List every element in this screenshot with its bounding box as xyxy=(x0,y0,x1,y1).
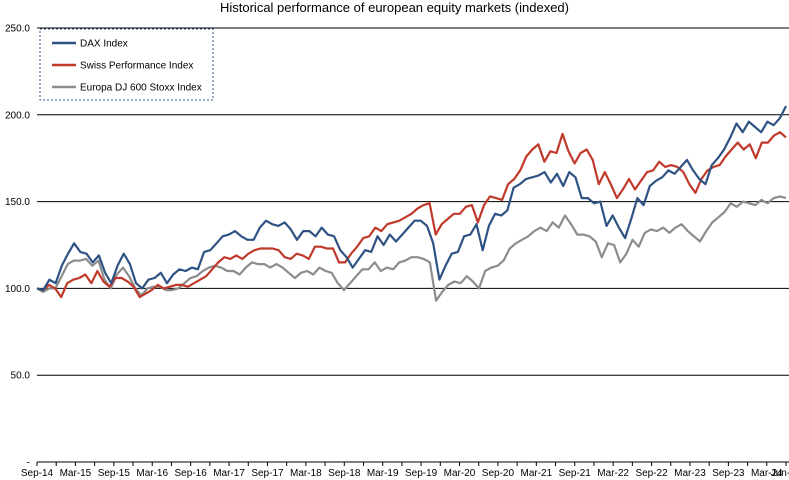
x-tick-label: Sep-17 xyxy=(251,468,284,479)
x-tick-label: Sep-23 xyxy=(712,468,745,479)
x-tick-label: Mar-22 xyxy=(597,468,629,479)
x-tick-label: Sep-15 xyxy=(98,468,131,479)
x-tick-label: Sep-14 xyxy=(21,468,54,479)
x-tick-label: Mar-24 xyxy=(751,468,783,479)
chart-title: Historical performance of european equit… xyxy=(219,0,569,15)
gridlines xyxy=(37,27,789,376)
series-line-1 xyxy=(36,131,787,299)
x-tick-label: Mar-15 xyxy=(60,468,92,479)
x-tick-label: Sep-21 xyxy=(559,468,592,479)
x-axis: Sep-14 Mar-15 Sep-15 Mar-16 Sep-16 Mar-17 Sep-… xyxy=(21,461,789,479)
y-tick-label: 50.0 xyxy=(11,371,31,382)
series-line-2 xyxy=(36,195,787,302)
y-tick-label: 200.0 xyxy=(5,110,30,121)
x-tick-label: Sep-16 xyxy=(175,468,208,479)
x-tick-label: Mar-23 xyxy=(674,468,706,479)
x-tick-label: Sep-19 xyxy=(405,468,438,479)
x-tick-label: Sep-20 xyxy=(482,468,515,479)
y-tick-label: - xyxy=(27,458,30,469)
x-tick-label: Mar-16 xyxy=(136,468,168,479)
y-tick-label: 100.0 xyxy=(5,284,30,295)
series-line-0 xyxy=(36,105,787,292)
y-tick-label: 150.0 xyxy=(5,197,30,208)
x-tick-label: Sep-22 xyxy=(635,468,668,479)
x-tick-label: Mar-19 xyxy=(367,468,399,479)
x-tick-label: Mar-20 xyxy=(444,468,476,479)
y-axis: - 50.0 100.0 150.0 200.0 250.0 xyxy=(5,24,30,469)
x-tick-label: Jun-24 xyxy=(771,468,789,479)
legend-label: Swiss Performance Index xyxy=(80,61,193,72)
x-tick-label: Mar-18 xyxy=(290,468,322,479)
x-tick-label: Sep-18 xyxy=(328,468,361,479)
legend-label: Europa DJ 600 Stoxx Index xyxy=(80,83,202,94)
legend-label: DAX Index xyxy=(80,39,128,50)
x-tick-label: Mar-17 xyxy=(213,468,245,479)
x-tick-label: Mar-21 xyxy=(520,468,552,479)
legend: DAX Index Swiss Performance Index Europa D… xyxy=(39,28,214,101)
series-lines xyxy=(36,105,787,302)
y-tick-label: 250.0 xyxy=(5,24,30,35)
